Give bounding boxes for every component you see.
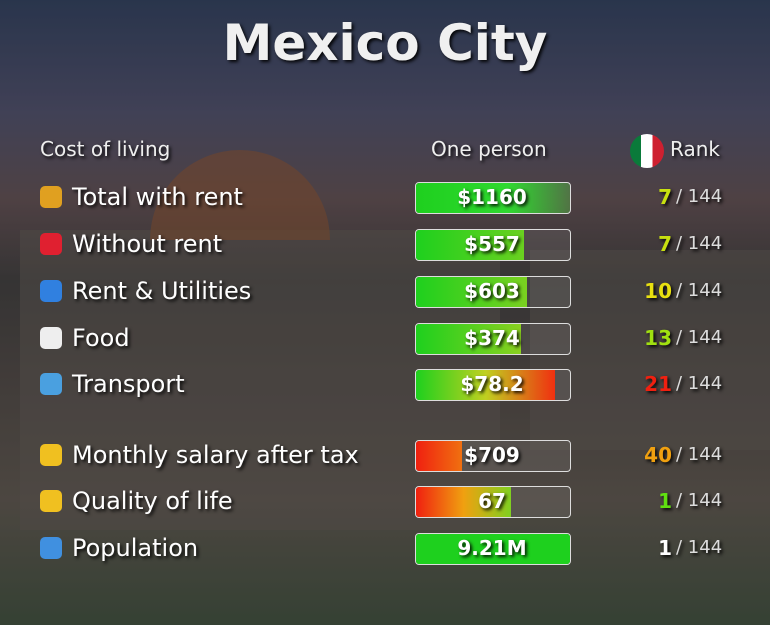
row-label: Total with rent [72,183,243,211]
rank: 1 [658,489,672,513]
rank-total: / 144 [676,186,723,207]
row-value: 9.21M [457,536,527,560]
rank: 21 [644,372,672,396]
row-value: $374 [464,326,520,350]
row-label: Quality of life [72,487,233,515]
row: Quality of life 67 1/ 144 [0,484,770,518]
bar [415,533,571,565]
rank: 7 [658,232,672,256]
row-icon [40,490,62,512]
row: Transport $78.2 21/ 144 [0,367,770,401]
row-icon [40,537,62,559]
bar-fill [416,534,570,564]
rank: 7 [658,185,672,209]
row: Food $374 13/ 144 [0,321,770,355]
row-value: $709 [464,443,520,467]
row-value: $603 [464,279,520,303]
row: Rent & Utilities $603 10/ 144 [0,274,770,308]
row-label: Transport [72,370,185,398]
rank: 1 [658,536,672,560]
bar [415,369,571,401]
rank-total: / 144 [676,233,723,254]
rank-total: / 144 [676,327,723,348]
row-icon [40,186,62,208]
bar-fill [416,487,512,517]
column-header: Rank [670,137,720,161]
rank-total: / 144 [676,490,723,511]
row-icon [40,233,62,255]
row-icon [40,327,62,349]
bar-fill [416,230,524,260]
row-value: $1160 [457,185,527,209]
bar-fill [416,370,555,400]
row-value: $78.2 [460,372,524,396]
rank-total: / 144 [676,373,723,394]
bar [415,486,571,518]
bar [415,440,571,472]
row-label: Rent & Utilities [72,277,252,305]
row-value: $557 [464,232,520,256]
row-icon [40,280,62,302]
row-icon [40,373,62,395]
bar [415,276,571,308]
row: Without rent $557 7/ 144 [0,227,770,261]
rank-total: / 144 [676,444,723,465]
title: Mexico City [222,14,548,72]
bar-fill [416,277,527,307]
bar [415,229,571,261]
bar [415,323,571,355]
bar [415,182,571,214]
bar-fill [416,324,521,354]
bar-fill [416,183,570,213]
rank-total: / 144 [676,280,723,301]
row-label: Without rent [72,230,223,258]
rank-total: / 144 [676,537,723,558]
row-label: Population [72,534,199,562]
flag-icon [630,134,664,168]
row: Population 9.21M 1/ 144 [0,531,770,565]
row-label: Food [72,324,130,352]
bar-fill [416,441,463,471]
row: Monthly salary after tax $709 40/ 144 [0,438,770,472]
row: Total with rent $1160 7/ 144 [0,180,770,214]
row-value: 67 [478,489,506,513]
row-label: Monthly salary after tax [72,441,359,469]
column-header: One person [431,137,547,161]
column-header: Cost of living [40,137,171,161]
rank: 13 [644,326,672,350]
row-icon [40,444,62,466]
rank: 40 [644,443,672,467]
rank: 10 [644,279,672,303]
